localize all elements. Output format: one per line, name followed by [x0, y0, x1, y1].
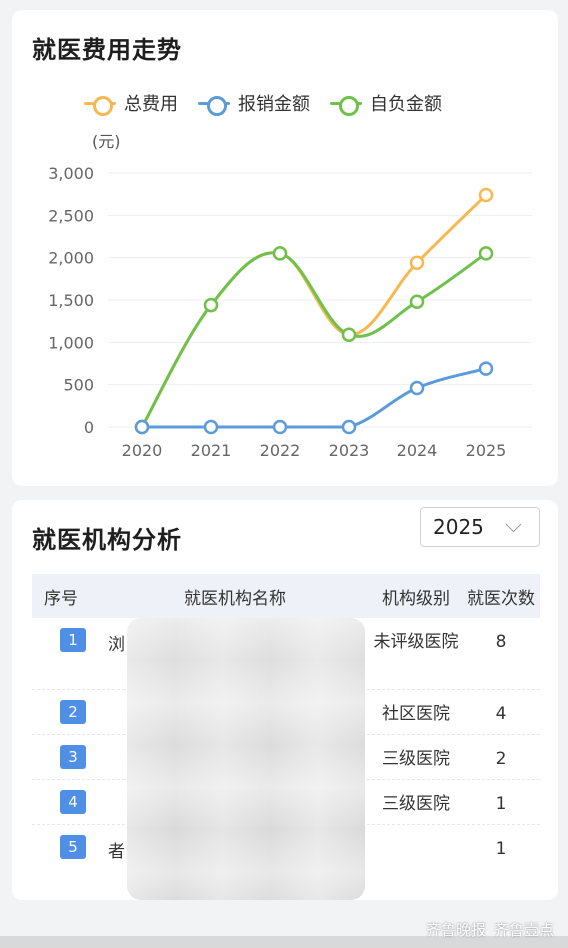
cost-trend-card: 就医费用走势 总费用 报销金额 自负金额 (元) 0 500 1,000 1,500 2… [12, 10, 558, 486]
legend-label-self-paid: 自负金额 [370, 94, 442, 115]
institution-level: 三级医院 [382, 794, 450, 814]
institution-name: 浏 [108, 635, 125, 655]
y-tick-label: 1,500 [48, 291, 94, 310]
y-tick-label: 0 [84, 418, 94, 437]
row-index-badge: 4 [60, 790, 86, 814]
data-point[interactable] [341, 327, 357, 342]
watermark-right: 齐鲁壹点 [493, 921, 554, 939]
row-index-badge: 2 [60, 700, 86, 724]
header-level: 机构级别 [382, 588, 450, 609]
row-index-badge: 1 [60, 628, 86, 652]
legend-marker-self-paid-icon [330, 96, 362, 116]
visit-count: 4 [495, 704, 507, 724]
data-point[interactable] [409, 255, 425, 270]
institution-title: 就医机构分析 [32, 526, 182, 554]
x-tick-label: 2020 [122, 441, 163, 460]
x-tick-label: 2021 [191, 441, 232, 460]
y-tick-label: 2,500 [48, 206, 94, 225]
data-point[interactable] [409, 380, 425, 396]
data-point[interactable] [478, 187, 494, 203]
visit-count: 2 [495, 749, 507, 769]
header-count: 就医次数 [467, 588, 535, 609]
redaction-mosaic [127, 618, 365, 900]
legend-total-cost[interactable]: 总费用 [84, 90, 178, 116]
data-point[interactable] [134, 419, 150, 435]
data-point[interactable] [203, 419, 219, 435]
year-select[interactable]: 2025 [420, 507, 540, 547]
data-point[interactable] [409, 294, 425, 309]
x-tick-label: 2024 [397, 441, 438, 460]
visit-count: 1 [495, 839, 507, 859]
data-point[interactable] [203, 297, 219, 313]
institution-name: 者 [108, 842, 125, 862]
data-point[interactable] [478, 361, 494, 376]
x-tick-label: 2022 [260, 441, 301, 460]
data-point[interactable] [272, 419, 288, 435]
institution-level [370, 825, 462, 835]
data-point[interactable] [478, 246, 494, 261]
x-tick-label: 2023 [329, 441, 370, 460]
legend-reimbursed[interactable]: 报销金额 [198, 90, 310, 116]
header-index: 序号 [44, 588, 78, 609]
institution-level: 三级医院 [382, 749, 450, 769]
y-tick-label: 500 [63, 376, 94, 395]
institution-analysis-card: 就医机构分析 2025 序号 就医机构名称 机构级别 就医次数 1 浏 未评级医… [12, 500, 558, 900]
legend-label-reimbursed: 报销金额 [238, 94, 310, 115]
chevron-down-icon [505, 516, 522, 533]
y-tick-label: 1,000 [48, 333, 94, 352]
series-line [140, 367, 488, 429]
x-tick-label: 2025 [466, 441, 507, 460]
institution-level: 社区医院 [382, 704, 450, 724]
watermark-left: 齐鲁晚报 [425, 921, 486, 939]
data-point[interactable] [341, 419, 357, 435]
series-line [140, 193, 488, 429]
row-index-badge: 5 [60, 835, 86, 859]
legend-self-paid[interactable]: 自负金额 [330, 90, 442, 116]
table-row[interactable]: 5 者 1 [32, 825, 540, 870]
year-select-value: 2025 [433, 515, 484, 539]
y-tick-label: 3,000 [48, 164, 94, 183]
visit-count: 1 [495, 794, 507, 814]
bottom-bar [0, 936, 568, 948]
legend-marker-total-icon [84, 96, 116, 116]
y-axis-unit: (元) [92, 132, 121, 151]
visit-count: 8 [495, 632, 507, 652]
cost-trend-title: 就医费用走势 [32, 36, 182, 64]
header-name: 就医机构名称 [184, 588, 286, 609]
data-point[interactable] [272, 246, 288, 261]
chart-legend: 总费用 报销金额 自负金额 [84, 90, 442, 116]
row-index-badge: 3 [60, 745, 86, 769]
series-line [140, 251, 488, 429]
watermark: 齐鲁晚报 齐鲁壹点 [426, 919, 554, 940]
legend-label-total: 总费用 [124, 94, 178, 115]
legend-marker-reimbursed-icon [198, 96, 230, 116]
table-header: 序号 就医机构名称 机构级别 就医次数 [32, 574, 540, 618]
cost-trend-chart: 0 500 1,000 1,500 2,000 2,500 3,000 2020 2021 202… [48, 164, 532, 460]
institution-level: 未评级医院 [373, 632, 459, 652]
y-tick-label: 2,000 [48, 249, 94, 268]
